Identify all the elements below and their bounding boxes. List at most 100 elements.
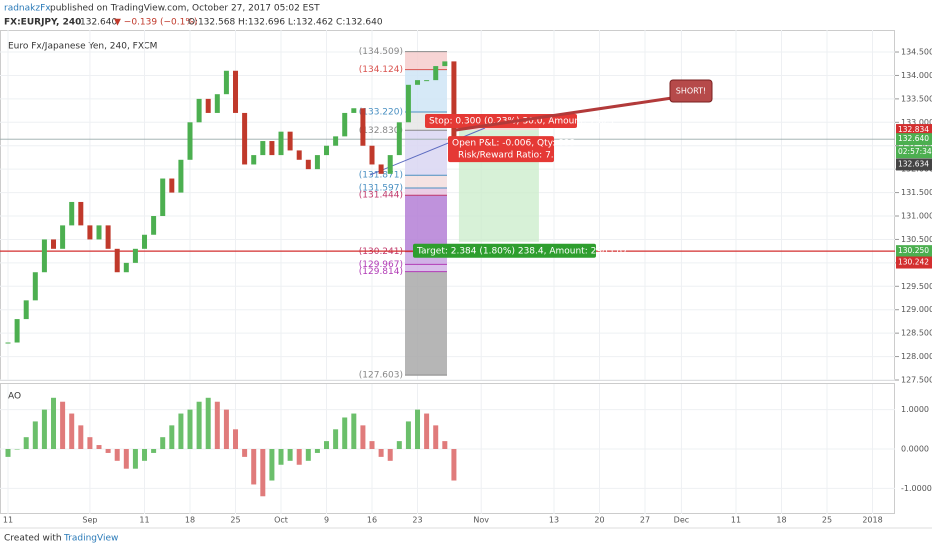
- ao-bar: [23, 437, 29, 449]
- candle: [396, 122, 402, 156]
- x-tick-label: Dec: [674, 516, 689, 525]
- publisher[interactable]: radnakzFx: [4, 4, 51, 14]
- ao-bar: [214, 401, 220, 449]
- candle: [233, 70, 239, 113]
- ao-bar: [205, 397, 211, 449]
- ao-bar: [196, 401, 202, 449]
- ao-bar: [242, 449, 248, 457]
- fib-band: [405, 130, 447, 176]
- ao-bar: [123, 449, 129, 469]
- x-tick-label: Sep: [82, 516, 97, 525]
- price-tag-text: 132.834: [898, 125, 929, 134]
- ao-bar: [396, 441, 402, 449]
- ao-bar: [151, 449, 157, 453]
- ao-bar: [415, 409, 421, 449]
- label-text: Open P&L: -0.006, Qty: 833: [452, 139, 575, 149]
- fib-label: (129.967): [359, 260, 403, 270]
- ao-bar: [378, 449, 384, 457]
- label-text: Risk/Reward Ratio: 7.95: [458, 151, 565, 161]
- ao-bar: [269, 449, 275, 481]
- ao-bar: [433, 425, 439, 449]
- candle: [87, 225, 93, 240]
- ao-bar: [51, 397, 57, 449]
- candle: [415, 80, 421, 85]
- footer-brand[interactable]: TradingView: [63, 534, 118, 544]
- y-tick-label: 132.500: [901, 141, 932, 150]
- x-tick-label: 18: [776, 516, 786, 525]
- ao-bar: [14, 449, 20, 450]
- x-tick-label: 9: [324, 516, 329, 525]
- candle: [360, 108, 366, 146]
- fib-band: [405, 264, 447, 272]
- y-tick-label: 133.000: [901, 118, 932, 127]
- ao-bar: [251, 449, 257, 485]
- ao-bar: [287, 449, 293, 461]
- candle: [14, 319, 20, 343]
- symbol: FX:EURJPY, 240: [4, 18, 81, 28]
- y-tick-label: 129.000: [901, 305, 932, 314]
- fib-band: [405, 51, 447, 70]
- price-tag: [896, 158, 932, 171]
- ohlc: O:132.568 H:132.696 L:132.462 C:132.640: [188, 18, 383, 28]
- price-tag-text: 130.242: [898, 258, 929, 267]
- ao-bar: [132, 449, 138, 469]
- ao-bar: [114, 449, 120, 461]
- candle: [187, 122, 193, 160]
- fib-label: (127.603): [359, 371, 403, 381]
- fib-band: [405, 188, 447, 196]
- fib-label: (130.241): [359, 247, 403, 257]
- candle: [69, 201, 75, 226]
- label-box: [448, 136, 554, 163]
- callout: [669, 79, 713, 103]
- x-tick-label: 18: [185, 516, 195, 525]
- x-tick-label: 11: [3, 516, 13, 525]
- x-tick-label: 16: [367, 516, 377, 525]
- ao-bar: [96, 445, 102, 449]
- ao-bar: [296, 449, 302, 465]
- candle: [305, 159, 311, 170]
- candle: [314, 155, 320, 170]
- y-tick-label: -1.0000: [901, 484, 932, 493]
- candle: [405, 84, 411, 123]
- price-tag-text: 130.250: [898, 246, 929, 255]
- candle: [32, 272, 38, 301]
- price-tag-text: 132.640: [898, 134, 929, 143]
- change: ▼ −0.139 (−0.1%): [114, 18, 197, 28]
- price-tag: [896, 256, 932, 269]
- candle: [51, 239, 57, 249]
- fib-label: (131.597): [359, 184, 403, 194]
- fib-band: [405, 69, 447, 112]
- x-tick-label: 11: [139, 516, 149, 525]
- candle: [178, 159, 184, 193]
- candle: [169, 178, 175, 193]
- ao-bar: [41, 409, 47, 449]
- ao-bar: [105, 449, 111, 453]
- fib-label: (134.509): [359, 47, 403, 57]
- y-tick-label: 128.000: [901, 352, 932, 361]
- fib-band: [405, 175, 447, 189]
- candle: [442, 61, 448, 67]
- candle: [196, 98, 202, 123]
- candle: [96, 225, 102, 240]
- candle: [278, 131, 284, 156]
- ao-title: AO: [8, 392, 21, 402]
- y-tick-label: 128.500: [901, 329, 932, 338]
- callout-text: SHORT!: [676, 87, 706, 96]
- candle: [214, 94, 220, 113]
- ao-bar: [142, 449, 148, 461]
- fib-label: (133.220): [359, 107, 403, 117]
- ao-bar: [223, 409, 229, 449]
- x-tick-label: Nov: [473, 516, 489, 525]
- ao-bar: [305, 449, 311, 461]
- candle: [23, 300, 29, 320]
- price-tag: [896, 245, 932, 258]
- candle: [78, 201, 84, 226]
- candle: [132, 248, 138, 263]
- x-tick-label: 2018: [862, 516, 882, 525]
- ao-bar: [233, 429, 239, 449]
- ao-bar: [314, 449, 320, 453]
- y-tick-label: 130.500: [901, 235, 932, 244]
- candle: [287, 131, 293, 151]
